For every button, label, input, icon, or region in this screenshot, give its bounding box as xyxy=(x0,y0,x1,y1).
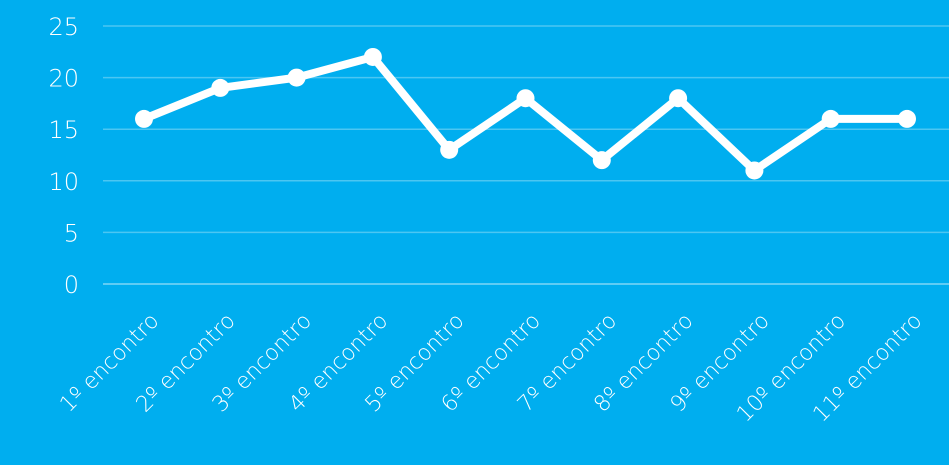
data-point xyxy=(287,68,306,87)
y-tick-label: 25 xyxy=(48,13,79,41)
series-line xyxy=(140,52,911,175)
data-point xyxy=(516,89,535,108)
data-point xyxy=(745,161,764,180)
y-axis-ticks: 0 5 10 15 20 25 xyxy=(48,13,79,299)
data-point xyxy=(898,109,916,128)
y-tick-label: 20 xyxy=(48,65,79,93)
data-point xyxy=(821,109,840,128)
data-point xyxy=(669,89,688,108)
data-point xyxy=(211,78,230,97)
data-point xyxy=(135,109,153,128)
series-line-group xyxy=(135,47,916,180)
grid-lines xyxy=(103,25,949,285)
data-point xyxy=(440,140,459,159)
y-tick-label: 10 xyxy=(48,168,79,196)
y-tick-label: 15 xyxy=(48,116,79,144)
data-point xyxy=(592,151,611,170)
y-tick-label: 0 xyxy=(64,271,79,299)
data-point xyxy=(363,47,382,66)
y-tick-label: 5 xyxy=(64,219,79,247)
